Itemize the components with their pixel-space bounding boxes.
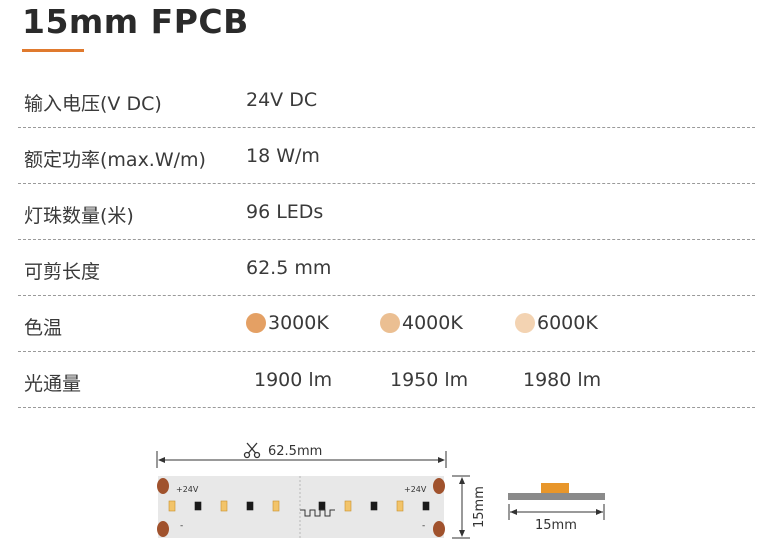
flux-value: 1980 lm — [523, 369, 602, 391]
cct-option-4000k: 4000K — [380, 312, 463, 334]
led-chip — [396, 500, 404, 512]
title-accent-bar — [22, 49, 84, 52]
cct-value: 4000K — [402, 312, 463, 334]
led-chip — [220, 500, 228, 512]
spec-value: 24V DC — [246, 89, 318, 111]
pcb-profile — [508, 493, 605, 500]
resistor-trace — [300, 509, 335, 517]
cct-option-3000k: 3000K — [246, 312, 329, 334]
resistor-chip — [246, 501, 254, 511]
resistor-chip — [422, 501, 430, 511]
length-dimension: 62.5mm — [156, 442, 447, 468]
led-strip: +24V +24V - - — [157, 476, 445, 538]
page-title: 15mm FPCB — [22, 2, 249, 41]
spec-label: 额定功率(max.W/m) — [24, 149, 206, 171]
cct-option-6000k: 6000K — [515, 312, 598, 334]
spec-row-luminous-flux: 光通量 1900 lm 1950 lm 1980 lm — [18, 352, 755, 408]
scissors-icon — [243, 442, 261, 459]
spec-row-color-temp: 色温 3000K 4000K 6000K — [18, 296, 755, 352]
strip-diagram: 62.5mm +24V +24V - - — [0, 430, 778, 549]
spec-value: 62.5 mm — [246, 257, 332, 279]
spec-label: 输入电压(V DC) — [24, 93, 162, 115]
cct-value: 6000K — [537, 312, 598, 334]
solder-pad — [433, 521, 445, 537]
solder-pad — [157, 478, 169, 494]
resistor-chip — [370, 501, 378, 511]
solder-pad — [157, 521, 169, 537]
cross-section: 15mm — [508, 483, 605, 533]
pad-minus-label: - — [180, 521, 183, 531]
spec-row-led-count: 灯珠数量(米) 96 LEDs — [18, 184, 755, 240]
spec-label: 灯珠数量(米) — [24, 205, 134, 227]
spec-label: 色温 — [24, 317, 63, 339]
spec-row-cut-length: 可剪长度 62.5 mm — [18, 240, 755, 296]
color-swatch-icon — [515, 313, 535, 333]
width-label: 15mm — [535, 518, 577, 533]
flux-value: 1950 lm — [390, 369, 469, 391]
color-swatch-icon — [246, 313, 266, 333]
pad-plus-label: +24V — [404, 485, 427, 494]
led-chip — [168, 500, 176, 512]
spec-value: 18 W/m — [246, 145, 320, 167]
spec-row-power: 额定功率(max.W/m) 18 W/m — [18, 128, 755, 184]
pad-plus-label: +24V — [176, 485, 199, 494]
spec-value: 96 LEDs — [246, 201, 324, 223]
cct-value: 3000K — [268, 312, 329, 334]
height-label: 15mm — [472, 486, 487, 528]
spec-row-voltage: 输入电压(V DC) 24V DC — [18, 72, 755, 128]
flux-value: 1900 lm — [254, 369, 333, 391]
spec-label: 光通量 — [24, 373, 82, 395]
resistor-chip — [194, 501, 202, 511]
led-chip — [272, 500, 280, 512]
led-chip — [344, 500, 352, 512]
pad-minus-label: - — [422, 521, 425, 531]
solder-pad — [433, 478, 445, 494]
spec-label: 可剪长度 — [24, 261, 101, 283]
height-dimension: 15mm — [452, 475, 487, 539]
cut-length-label: 62.5mm — [268, 444, 322, 459]
spec-table: 输入电压(V DC) 24V DC 额定功率(max.W/m) 18 W/m 灯… — [18, 72, 755, 408]
led-chip-profile — [541, 483, 569, 493]
resistor-chip — [318, 501, 326, 511]
color-swatch-icon — [380, 313, 400, 333]
